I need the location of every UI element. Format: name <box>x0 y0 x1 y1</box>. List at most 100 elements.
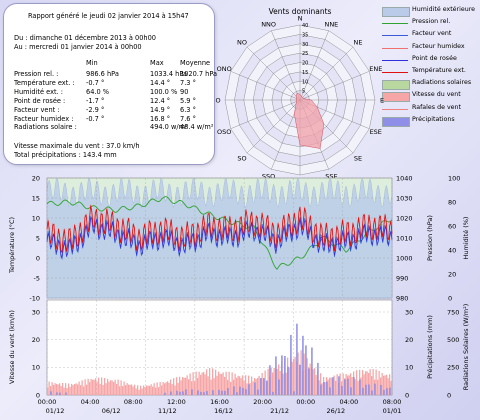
wind-speed-bar <box>86 384 88 395</box>
wind-speed-bar <box>315 375 317 395</box>
wind-speed-bar <box>180 380 182 395</box>
bottom-ytick-left: 30 <box>32 308 40 316</box>
top-ytick-pressure: 1040 <box>396 174 413 182</box>
rose-distribution <box>294 92 325 149</box>
precip-bar <box>50 391 52 395</box>
precip-bar <box>170 391 172 395</box>
wind-speed-bar <box>104 378 106 395</box>
xtick-time: 00:00 <box>296 398 315 406</box>
precip-bar <box>287 366 289 395</box>
wind-speed-bar <box>114 379 116 395</box>
wind-speed-bar <box>57 384 59 395</box>
precip-bar <box>320 384 322 395</box>
precip-bar <box>374 383 376 395</box>
wind-speed-bar <box>258 375 260 395</box>
wind-speed-bar <box>324 382 326 395</box>
wind-speed-bar <box>318 380 320 395</box>
legend-label: Humidité extérieure <box>412 6 476 13</box>
wind-speed-bar <box>288 367 290 395</box>
wind-speed-bar <box>291 361 293 395</box>
wind-rose-title: Vents dominants <box>269 7 332 16</box>
wind-speed-bar <box>381 372 383 395</box>
wind-speed-bar <box>189 373 191 395</box>
wind-speed-bar <box>252 381 254 395</box>
rose-dir-label: O <box>215 97 220 105</box>
wind-speed-bar <box>143 385 145 395</box>
wind-speed-bar <box>204 374 206 395</box>
wind-speed-bar <box>81 380 83 395</box>
wind-speed-bar <box>371 376 373 395</box>
precip-bar <box>242 387 244 395</box>
wind-speed-bar <box>297 352 299 395</box>
wind-speed-bar <box>168 382 170 395</box>
wind-speed-bar <box>131 384 133 395</box>
wind-speed-bar <box>84 379 86 395</box>
wind-speed-bar <box>225 371 227 395</box>
wind-speed-bar <box>242 375 244 395</box>
precip-bar <box>353 377 355 395</box>
rose-spoke <box>299 30 329 101</box>
wind-speed-bar <box>63 387 65 395</box>
legend-label: Pression rel. <box>412 18 451 26</box>
precip-bar <box>311 347 313 395</box>
wind-speed-bar <box>77 384 79 395</box>
legend-swatch <box>382 116 410 127</box>
precip-bar <box>263 378 265 395</box>
wind-speed-bar <box>348 375 350 395</box>
wind-speed-bar <box>173 378 175 395</box>
precip-bar <box>293 391 295 395</box>
precip-bar <box>332 377 334 395</box>
wind-speed-bar <box>329 377 331 395</box>
wind-rose: Vents dominants NNNENEENEEESESESSESSSOSO… <box>215 7 384 187</box>
xtick-date: 01/12 <box>46 407 65 415</box>
wind-speed-bar <box>221 374 223 395</box>
wind-speed-bar <box>209 368 211 395</box>
rose-dir-label: NNE <box>324 21 338 29</box>
precip-bar <box>224 390 226 395</box>
xtick-time: 16:00 <box>210 398 229 406</box>
xtick-time: 04:00 <box>81 398 100 406</box>
rose-spoke <box>299 71 370 101</box>
stat-avg: 1020.7 hPa <box>180 70 218 78</box>
wind-speed-bar <box>111 380 113 395</box>
precip-bar <box>284 356 286 395</box>
wind-speed-bar <box>110 380 112 395</box>
wind-speed-bar <box>186 375 188 395</box>
rose-spoke <box>230 71 301 101</box>
precip-bar <box>326 381 328 395</box>
legend-label: Vitesse du vent <box>412 91 461 99</box>
legend-swatch <box>382 59 408 61</box>
wind-speed-bar <box>384 375 386 395</box>
xtick-date: 26/12 <box>326 407 345 415</box>
top-ytick-humidity: 60 <box>448 222 456 230</box>
stat-label: Facteur humidex : <box>14 114 74 123</box>
wind-speed-bar <box>345 374 347 395</box>
wind-speed-bar <box>90 378 92 395</box>
wind-speed-bar <box>224 376 226 395</box>
precip-bar <box>227 388 229 395</box>
rose-dir-label: NE <box>353 39 362 47</box>
top-ytick-humidity: 40 <box>448 246 456 254</box>
chart-legend: Humidité extérieure Pression rel. Facteur … <box>382 6 480 128</box>
wind-speed-bar <box>231 372 233 395</box>
rose-dir-label: N <box>298 15 303 23</box>
wind-speed-bar <box>129 384 131 395</box>
wind-speed-bar <box>51 382 53 395</box>
wind-speed-bar <box>201 372 203 395</box>
wind-speed-bar <box>365 371 367 395</box>
wind-speed-bar <box>161 385 163 395</box>
precip-bar <box>59 392 61 395</box>
rose-dir-label: OSO <box>217 128 231 136</box>
rose-dir-label: ONO <box>217 65 232 73</box>
precip-bar <box>245 389 247 395</box>
report-to: Au : mercredi 01 janvier 2014 à 00h00 <box>14 43 142 51</box>
rose-ring-label: 5 <box>302 89 305 95</box>
legend-swatch <box>382 47 408 49</box>
precip-bar <box>380 385 382 395</box>
wind-speed-bar <box>47 387 49 395</box>
rose-ring-label: 20 <box>302 61 308 67</box>
legend-swatch <box>382 35 408 37</box>
wind-speed-bar <box>162 382 164 395</box>
wind-speed-bar <box>156 382 158 395</box>
stat-avg: 6.3 ° <box>180 105 196 114</box>
